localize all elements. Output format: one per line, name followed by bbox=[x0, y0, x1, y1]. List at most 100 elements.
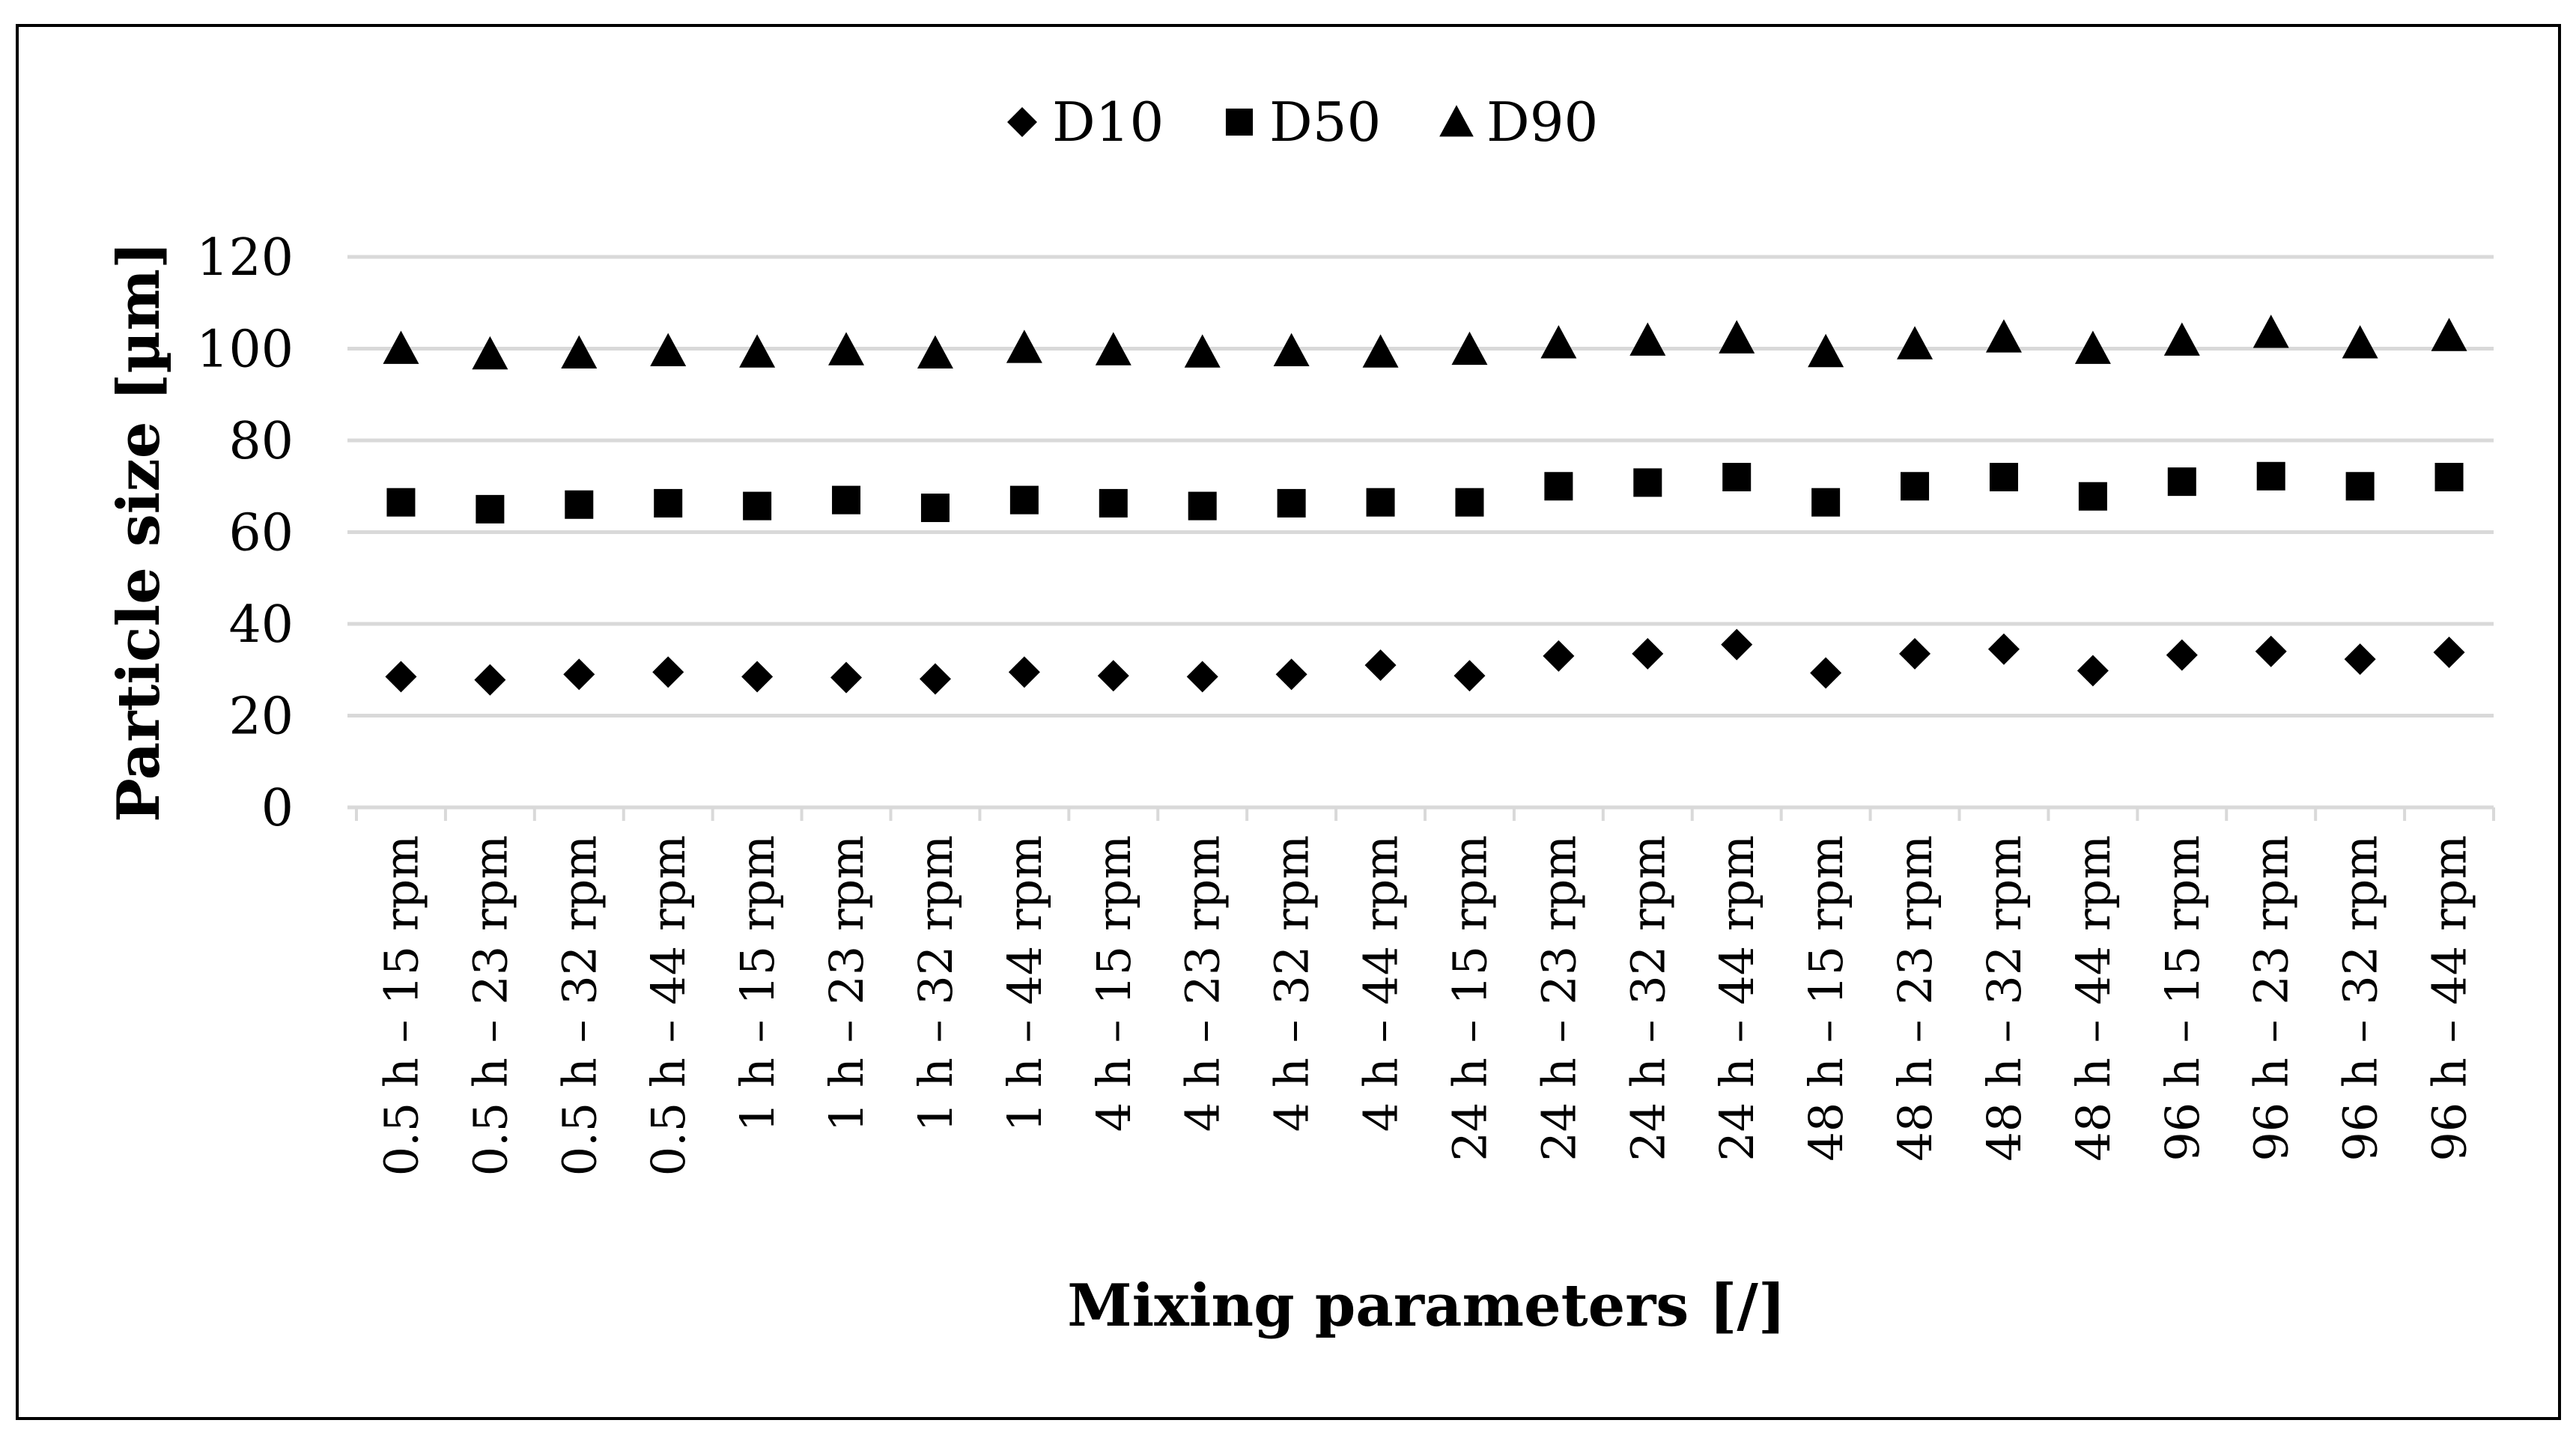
point-d90 bbox=[2431, 318, 2467, 351]
y-tick-label: 80 bbox=[228, 412, 294, 471]
x-tick-label: 0.5 h – 44 rpm bbox=[641, 835, 696, 1176]
point-d90 bbox=[1362, 334, 1399, 368]
point-d90 bbox=[1897, 326, 1933, 360]
x-tick-label: 1 h – 15 rpm bbox=[730, 835, 785, 1132]
x-tick-label: 48 h – 15 rpm bbox=[1799, 835, 1853, 1162]
x-tick-label: 4 h – 15 rpm bbox=[1087, 835, 1141, 1132]
point-d50 bbox=[1188, 491, 1217, 521]
series-d50 bbox=[386, 461, 2464, 524]
x-tick-label: 24 h – 23 rpm bbox=[1531, 835, 1586, 1162]
point-d50 bbox=[2345, 472, 2375, 501]
point-d50 bbox=[654, 488, 683, 518]
x-tick-label: 96 h – 23 rpm bbox=[2244, 835, 2299, 1162]
x-tick-label: 4 h – 32 rpm bbox=[1265, 835, 1319, 1132]
point-d50 bbox=[1455, 488, 1484, 517]
point-d10 bbox=[1632, 637, 1664, 670]
data-points bbox=[383, 315, 2467, 696]
point-d10 bbox=[2344, 643, 2376, 676]
legend-label-d90: D90 bbox=[1486, 91, 1598, 154]
point-d50 bbox=[565, 490, 594, 519]
point-d90 bbox=[2074, 330, 2111, 364]
point-d10 bbox=[1008, 656, 1040, 688]
point-d90 bbox=[1540, 325, 1577, 359]
point-d50 bbox=[2256, 461, 2285, 491]
series-d90 bbox=[383, 315, 2467, 370]
x-tick-label: 48 h – 44 rpm bbox=[2066, 835, 2121, 1162]
point-d90 bbox=[1006, 330, 1042, 363]
x-tick-label: 96 h – 15 rpm bbox=[2155, 835, 2210, 1162]
point-d50 bbox=[1009, 485, 1039, 515]
tick-labels: 0 20 40 60 80 100 120 0.5 h – 15 rpm 0.5 h – 23 … bbox=[196, 228, 2476, 1176]
point-d50 bbox=[476, 494, 505, 524]
x-tick-label: 0.5 h – 32 rpm bbox=[552, 835, 607, 1176]
x-tick-label: 48 h – 23 rpm bbox=[1888, 835, 1942, 1162]
point-d10 bbox=[1721, 628, 1753, 661]
point-d50 bbox=[386, 488, 416, 517]
chart-frame bbox=[16, 24, 2561, 1420]
point-d50 bbox=[2167, 467, 2196, 497]
series-d10 bbox=[385, 628, 2465, 696]
point-d50 bbox=[1811, 488, 1841, 517]
y-tick-label: 40 bbox=[228, 595, 294, 655]
point-d90 bbox=[1808, 333, 1844, 368]
point-d10 bbox=[919, 663, 951, 695]
point-d50 bbox=[832, 485, 861, 515]
point-d50 bbox=[2078, 482, 2107, 511]
point-d90 bbox=[561, 335, 598, 369]
point-d90 bbox=[383, 330, 419, 364]
point-d90 bbox=[1273, 333, 1310, 366]
legend-marker-d50 bbox=[1225, 108, 1254, 136]
point-d90 bbox=[1184, 334, 1221, 368]
x-tick-label: 24 h – 15 rpm bbox=[1442, 835, 1497, 1162]
point-d10 bbox=[1453, 660, 1486, 692]
x-tick-label: 96 h – 32 rpm bbox=[2333, 835, 2388, 1162]
x-tick-label: 1 h – 23 rpm bbox=[819, 835, 874, 1132]
point-d50 bbox=[1989, 463, 2018, 491]
x-tick-label: 0.5 h – 15 rpm bbox=[374, 835, 428, 1176]
point-d90 bbox=[2163, 322, 2200, 356]
legend-marker-d90 bbox=[1439, 105, 1474, 137]
y-tick-label: 60 bbox=[228, 504, 294, 563]
point-d50 bbox=[743, 491, 772, 521]
gridlines bbox=[347, 255, 2494, 718]
point-d90 bbox=[1719, 320, 1755, 354]
point-d10 bbox=[2077, 655, 2109, 687]
point-d50 bbox=[2434, 463, 2464, 491]
point-d90 bbox=[1451, 331, 1488, 365]
point-d10 bbox=[652, 656, 684, 688]
point-d90 bbox=[739, 334, 776, 368]
point-d10 bbox=[1186, 661, 1218, 693]
point-d10 bbox=[563, 658, 595, 691]
point-d50 bbox=[1366, 488, 1395, 517]
legend: D10 D50 D90 bbox=[1007, 91, 1598, 154]
point-d10 bbox=[1364, 649, 1397, 682]
point-d90 bbox=[650, 333, 687, 366]
point-d10 bbox=[830, 661, 863, 694]
point-d90 bbox=[2253, 315, 2289, 348]
x-tick-label: 24 h – 44 rpm bbox=[1710, 835, 1764, 1162]
point-d10 bbox=[1543, 640, 1575, 672]
y-tick-label: 0 bbox=[261, 779, 294, 838]
point-d10 bbox=[1810, 657, 1842, 689]
x-tick-label: 24 h – 32 rpm bbox=[1620, 835, 1675, 1162]
point-d10 bbox=[385, 661, 417, 693]
point-d10 bbox=[2433, 636, 2465, 668]
x-axis-title: Mixing parameters [/] bbox=[1067, 1272, 1786, 1340]
x-tick-label: 48 h – 32 rpm bbox=[1977, 835, 2032, 1162]
legend-marker-d10 bbox=[1007, 107, 1037, 137]
point-d10 bbox=[1097, 660, 1129, 692]
point-d50 bbox=[1633, 468, 1662, 497]
point-d90 bbox=[1629, 322, 1666, 356]
point-d90 bbox=[2342, 325, 2378, 359]
point-d10 bbox=[2166, 639, 2198, 671]
x-tick-label: 4 h – 44 rpm bbox=[1354, 835, 1409, 1132]
point-d90 bbox=[828, 332, 865, 365]
legend-label-d50: D50 bbox=[1269, 91, 1381, 154]
point-d50 bbox=[1099, 488, 1128, 518]
y-tick-label: 100 bbox=[196, 321, 294, 380]
point-d50 bbox=[920, 494, 950, 523]
point-d90 bbox=[1985, 319, 2022, 353]
point-d90 bbox=[1095, 332, 1131, 365]
